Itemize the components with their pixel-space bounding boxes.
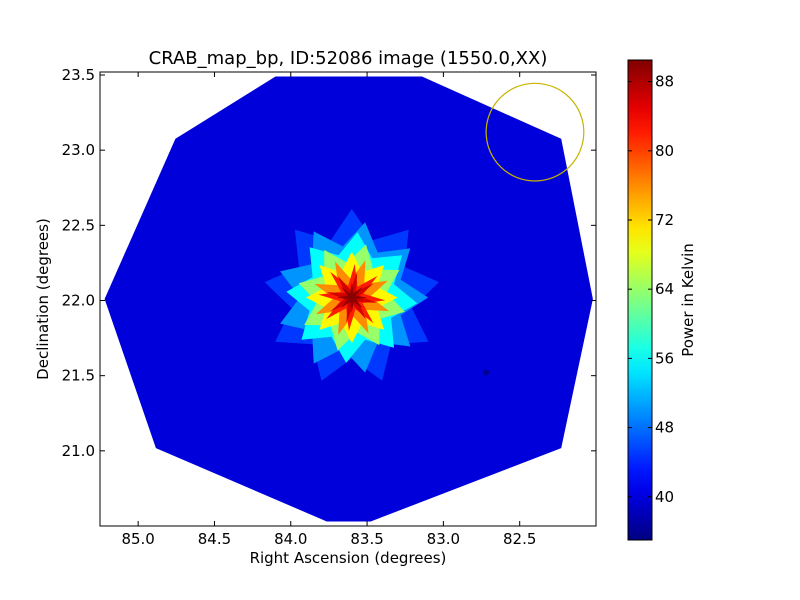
colorbar-tick-label: 80 [655, 142, 674, 160]
faint-source-spot [483, 369, 490, 376]
colorbar-tick-label: 40 [655, 488, 674, 506]
colorbar-label: Power in Kelvin [679, 243, 697, 357]
x-tick-label: 84.0 [274, 530, 307, 548]
x-tick-label: 85.0 [121, 530, 154, 548]
colorbar-tick-label: 88 [655, 73, 674, 91]
colorbar-tick-label: 72 [655, 211, 674, 229]
y-tick-label: 23.0 [62, 141, 95, 159]
colorbar [627, 59, 653, 541]
colorbar-tick-label: 48 [655, 419, 674, 437]
plot-frame [99, 71, 597, 527]
colorbar-tick-label: 64 [655, 280, 674, 298]
x-tick-label: 83.5 [350, 530, 383, 548]
peak-core [347, 293, 356, 302]
x-tick-label: 83.0 [427, 530, 460, 548]
x-axis-label: Right Ascension (degrees) [250, 549, 447, 567]
peak-emission [264, 209, 439, 381]
chart-title: CRAB_map_bp, ID:52086 image (1550.0,XX) [149, 48, 548, 69]
y-tick-label: 22.5 [62, 216, 95, 234]
y-axis-label: Declination (degrees) [34, 218, 52, 380]
y-tick-label: 21.5 [62, 367, 95, 385]
colorbar-tick-label: 56 [655, 349, 674, 367]
map-layer [104, 76, 593, 522]
y-tick-label: 23.5 [62, 66, 95, 84]
y-tick-label: 21.0 [62, 442, 95, 460]
colorbar-ticks: 40 48 56 64 72 80 88 [628, 73, 674, 506]
x-tick-label: 84.5 [198, 530, 231, 548]
x-axis-ticks: 85.0 84.5 84.0 83.5 83.0 82.5 [121, 72, 536, 548]
y-axis-ticks: 21.0 21.5 22.0 22.5 23.0 23.5 [62, 66, 596, 460]
beam-circle-annotation [485, 82, 585, 182]
x-tick-label: 82.5 [503, 530, 536, 548]
y-tick-label: 22.0 [62, 292, 95, 310]
